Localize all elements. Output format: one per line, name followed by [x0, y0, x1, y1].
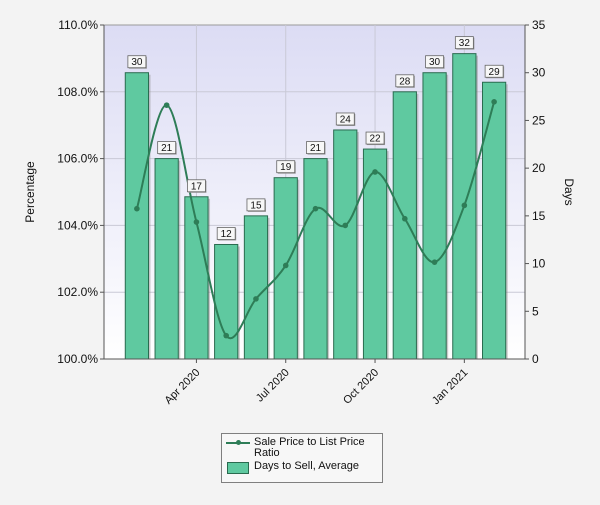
data-label: 29 — [489, 67, 501, 78]
chart-legend: Sale Price to List Price Ratio Days to S… — [221, 433, 383, 483]
data-label-box — [306, 141, 325, 155]
data-label-box — [484, 64, 504, 78]
bar — [422, 72, 447, 360]
ratio-point — [431, 259, 438, 265]
ratio-point — [402, 215, 408, 222]
data-label: 30 — [429, 57, 441, 68]
data-label: 32 — [459, 38, 471, 49]
y2-tick-label: 25 — [532, 113, 546, 127]
ratio-point — [342, 222, 349, 229]
data-label-box — [425, 55, 444, 69]
data-label-box — [454, 36, 474, 50]
data-label-box — [276, 160, 296, 174]
ratio-point — [253, 296, 259, 302]
data-label-box — [365, 131, 385, 145]
ratio-point — [134, 205, 140, 212]
x-tick-label: Apr 2020 — [162, 367, 202, 407]
x-tick-label: Jul 2020 — [254, 367, 292, 405]
data-label-box — [335, 112, 355, 126]
ratio-point — [193, 219, 200, 225]
bar — [273, 177, 298, 360]
data-label: 28 — [399, 76, 411, 87]
data-label: 24 — [340, 114, 352, 125]
y-tick-label: 106.0% — [57, 152, 98, 166]
data-label-box — [395, 74, 415, 88]
legend-label-ratio: Sale Price to List Price Ratio — [254, 436, 365, 459]
y2-tick-label: 10 — [532, 257, 546, 271]
data-label: 22 — [369, 134, 381, 145]
legend-bar-swatch — [226, 461, 250, 474]
y2-axis-title: Days — [562, 178, 576, 205]
x-tick-label: Jan 2021 — [430, 367, 470, 407]
bar — [303, 158, 328, 360]
y-tick-label: 104.0% — [57, 218, 98, 232]
data-label-box — [127, 55, 147, 69]
data-label: 19 — [280, 162, 292, 173]
ratio-point — [491, 99, 497, 105]
ratio-point — [461, 202, 468, 209]
y2-tick-label: 5 — [532, 304, 539, 318]
y-axis-title: Percentage — [23, 161, 37, 223]
legend-label-days: Days to Sell, Average — [254, 460, 359, 472]
y-tick-label: 100.0% — [57, 352, 98, 366]
y2-tick-label: 0 — [532, 352, 539, 366]
data-label-box — [187, 179, 206, 193]
y-tick-label: 102.0% — [57, 285, 98, 299]
bar — [333, 129, 358, 360]
bar — [124, 72, 149, 360]
bar — [392, 91, 417, 360]
y2-tick-label: 35 — [532, 18, 546, 32]
ratio-point — [163, 102, 170, 108]
y2-tick-label: 30 — [532, 66, 546, 80]
data-labels: 30 21 17 12 15 19 21 24 22 28 30 32 29 — [127, 36, 505, 241]
ratio-point — [223, 332, 229, 339]
y2-tick-label: 15 — [532, 209, 546, 223]
data-label-box — [157, 141, 177, 155]
data-label: 12 — [221, 229, 233, 240]
bar — [243, 215, 269, 360]
bar — [214, 243, 239, 360]
data-label: 15 — [250, 200, 262, 211]
y-tick-label: 110.0% — [58, 18, 98, 32]
ratio-point — [282, 262, 289, 269]
bar — [154, 158, 179, 360]
y-tick-label: 108.0% — [57, 85, 98, 99]
x-tick-label: Oct 2020 — [341, 367, 381, 407]
data-label-box — [216, 227, 236, 240]
bar — [482, 81, 507, 360]
data-label: 30 — [131, 57, 143, 68]
bar-series — [124, 53, 508, 360]
legend-item-ratio: Sale Price to List Price Ratio — [226, 437, 378, 459]
ratio-point — [372, 169, 378, 175]
data-label-box — [246, 198, 266, 212]
legend-line-swatch — [226, 437, 250, 450]
y2-tick-label: 20 — [532, 161, 546, 175]
data-label: 17 — [191, 181, 203, 192]
legend-item-days: Days to Sell, Average — [226, 461, 378, 474]
ratio-point — [312, 205, 319, 212]
data-label: 21 — [310, 143, 322, 154]
data-label: 21 — [161, 143, 173, 154]
